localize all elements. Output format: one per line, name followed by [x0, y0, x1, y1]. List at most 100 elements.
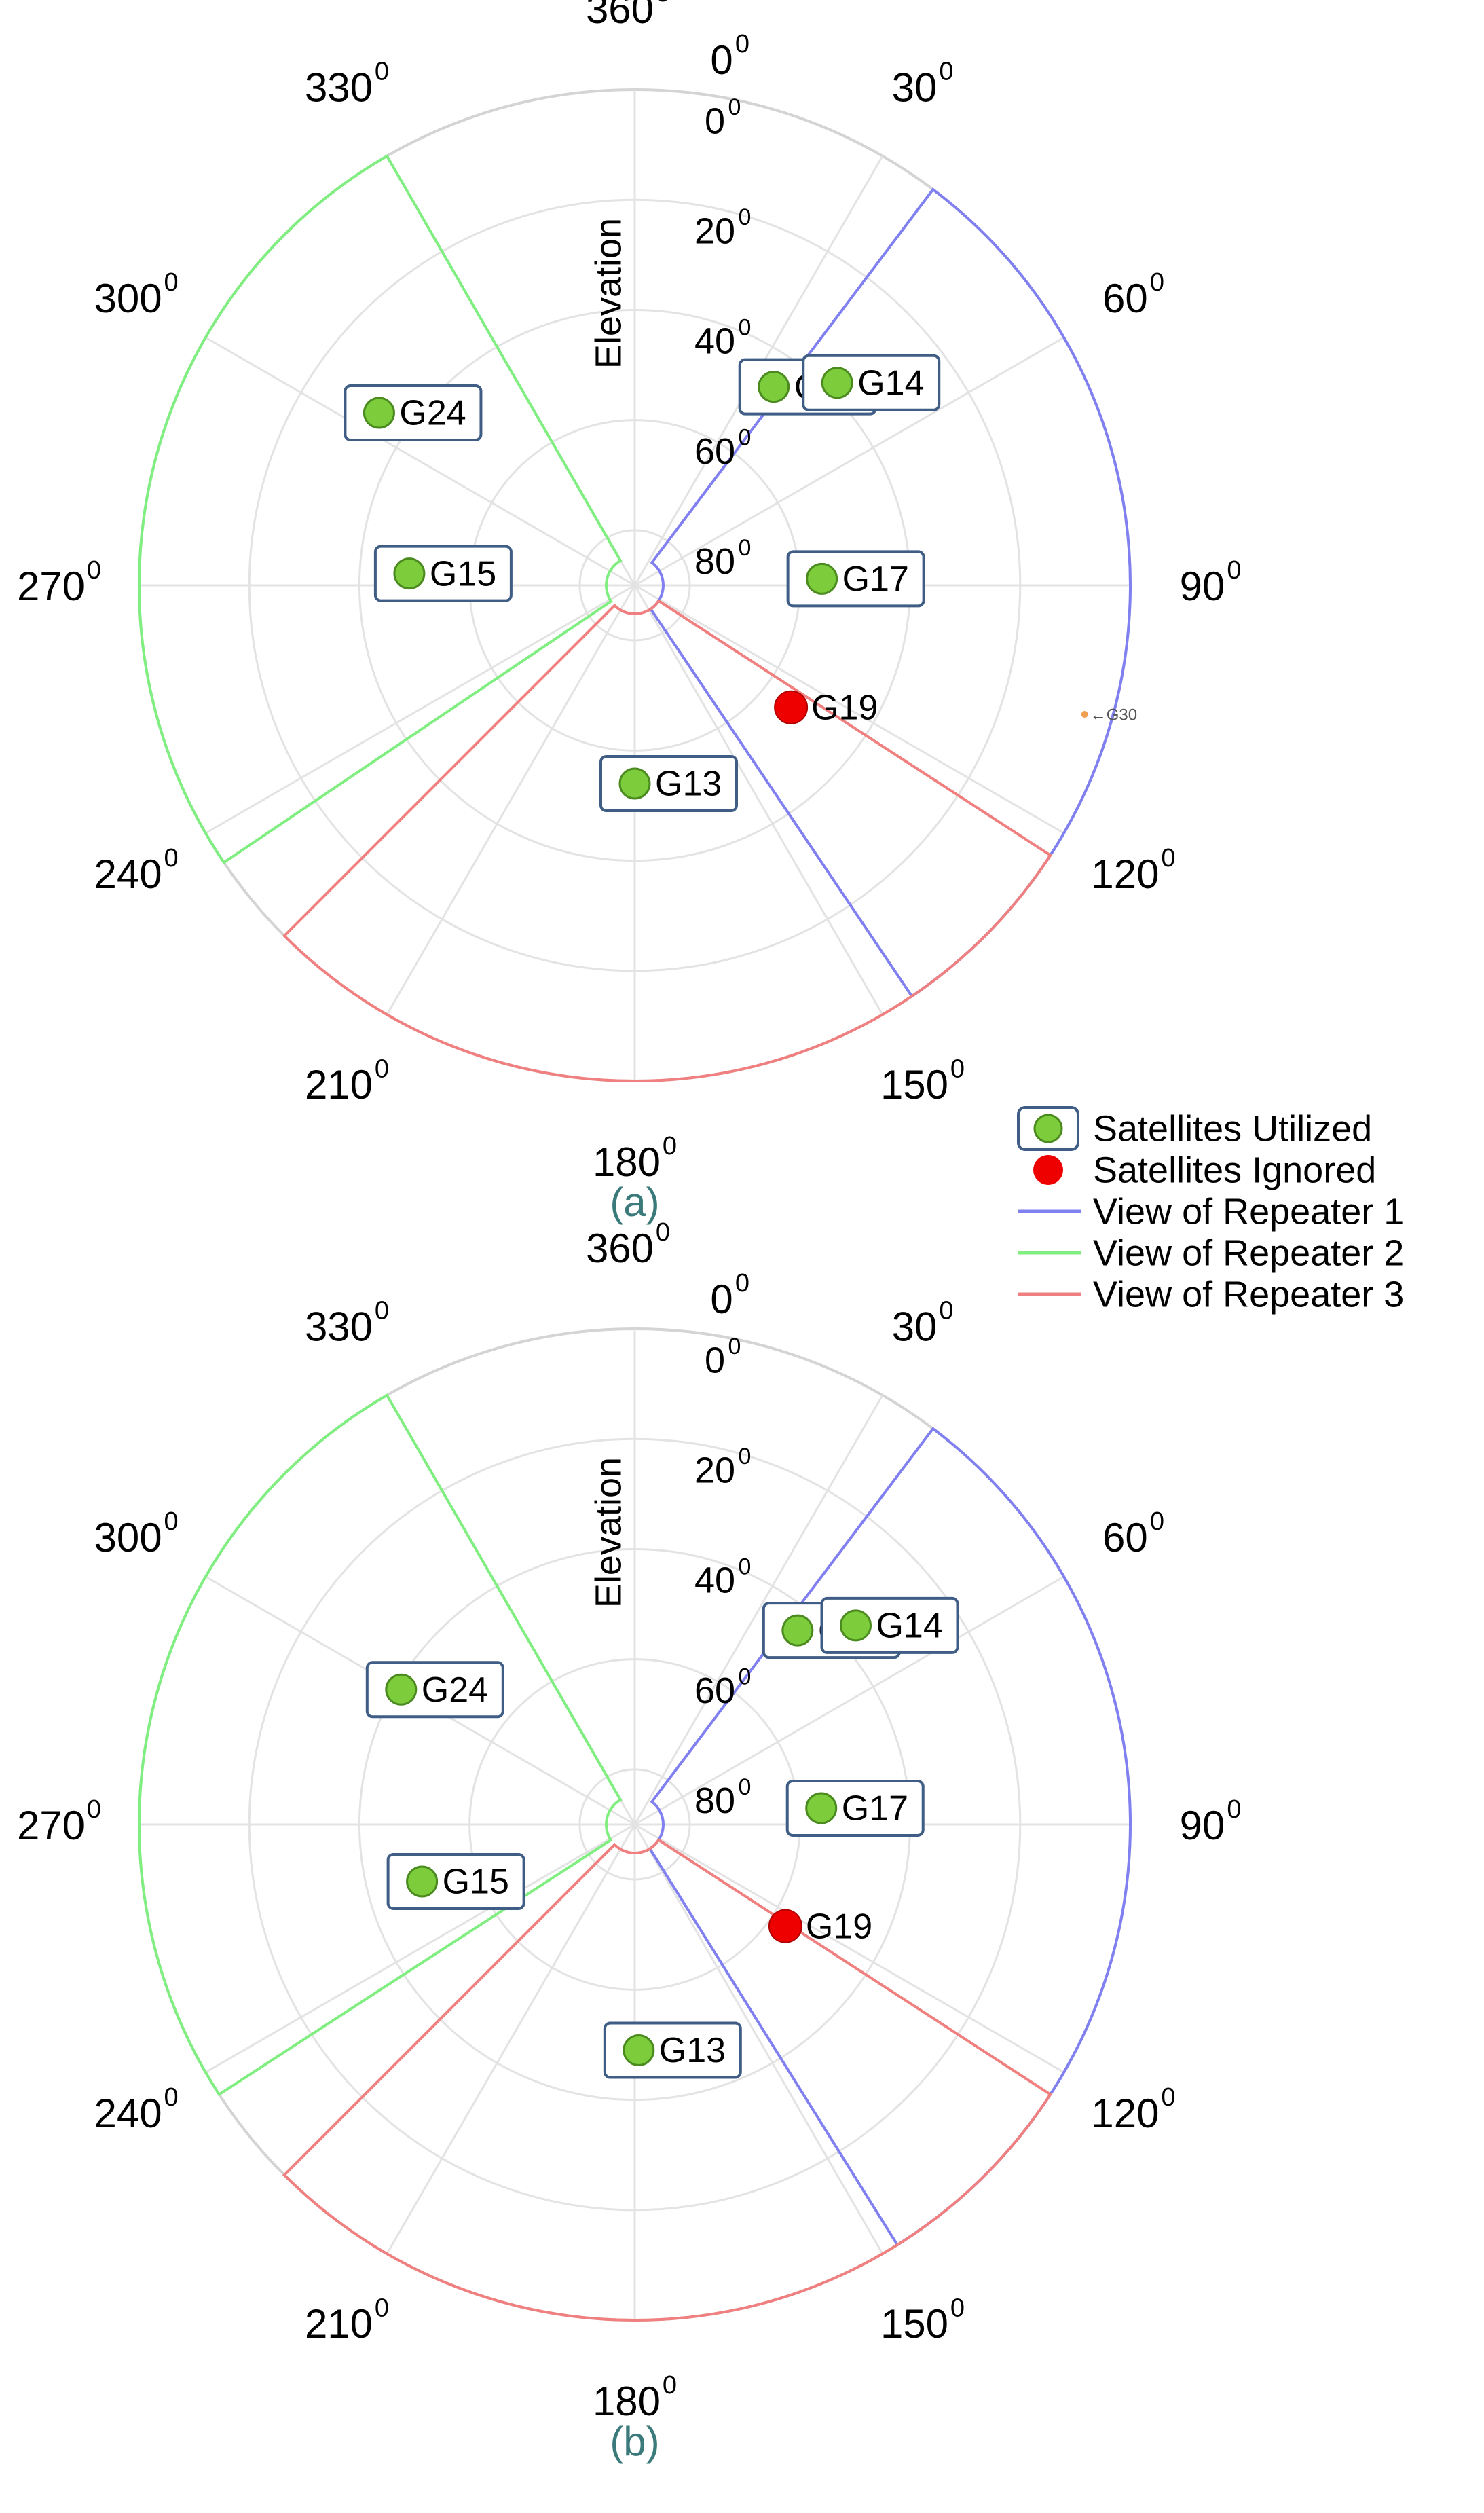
elevation-tick-value: 0: [705, 100, 725, 141]
elevation-tick-value: 0: [705, 1340, 725, 1380]
satellite-label: G17: [842, 1789, 908, 1829]
elevation-tick-degree: 0: [739, 1444, 752, 1469]
azimuth-tick-label-240: 240 0: [94, 2083, 179, 2136]
satellite-label: G19: [811, 689, 878, 728]
legend-item-3: View of Repeater 1: [1018, 1191, 1404, 1232]
legend-item-2: Satellites Ignored: [1033, 1150, 1376, 1190]
satellite-marker-utilized: [385, 1673, 418, 1706]
satellite-marker-ignored: [768, 1909, 802, 1943]
satellite-marker-utilized: [821, 367, 853, 399]
azimuth-spoke: [634, 584, 1064, 834]
azimuth-tick-degree: 0: [375, 1297, 389, 1325]
satellite-G17: G17: [785, 1779, 925, 1837]
azimuth-tick-value: 240: [94, 2091, 162, 2136]
azimuth-tick-value: 60: [1102, 276, 1148, 321]
elevation-tick-label-80: 80 0: [694, 535, 752, 582]
azimuth-tick-value: 180: [593, 1139, 661, 1185]
satellite-marker-utilized: [758, 371, 790, 403]
azimuth-tick-degree: 0: [164, 844, 179, 873]
satellite-marker-utilized: [805, 1792, 838, 1824]
elevation-tick-degree: 0: [739, 1664, 752, 1690]
azimuth-tick-degree: 0: [164, 1507, 179, 1536]
azimuth-tick-label-270: 270 0: [17, 1795, 101, 1848]
azimuth-tick-label-120: 120 0: [1091, 2083, 1175, 2136]
elevation-tick-label-20: 20 0: [694, 1444, 752, 1490]
azimuth-tick-value: 270: [17, 1803, 85, 1848]
satellite-label: G14: [876, 1607, 942, 1646]
azimuth-tick-value: 300: [94, 1515, 162, 1560]
azimuth-tick-value: 210: [305, 1062, 373, 1107]
azimuth-tick-degree: 0: [375, 1054, 389, 1083]
satellite-G17: G17: [786, 550, 925, 608]
satellite-label: G24: [422, 1670, 488, 1710]
satellite-marker-utilized: [363, 397, 395, 429]
azimuth-tick-degree: 0: [1161, 2083, 1175, 2112]
legend-label: View of Repeater 1: [1093, 1191, 1404, 1232]
azimuth-tick-degree: 0: [87, 556, 101, 585]
satellite-G24: G24: [344, 384, 483, 442]
azimuth-tick-value: 120: [1091, 851, 1159, 897]
azimuth-tick-degree: 0: [656, 1218, 670, 1247]
azimuth-spoke: [386, 585, 636, 1015]
elevation-axis-title: Elevation: [588, 1457, 629, 1608]
azimuth-tick-label-300: 300 0: [94, 268, 179, 321]
satellite-G24: G24: [365, 1661, 504, 1719]
azimuth-tick-label-270: 270 0: [17, 556, 101, 609]
azimuth-tick-value: 30: [892, 1304, 938, 1349]
satellite-marker-ignored: [774, 690, 809, 724]
elevation-tick-degree: 0: [728, 1334, 741, 1359]
azimuth-tick-value: 330: [305, 65, 373, 110]
elevation-axis-title: Elevation: [588, 218, 629, 369]
elevation-tick-degree: 0: [739, 314, 752, 340]
repeater-2-view-sector: [138, 1393, 623, 2097]
azimuth-tick-value: 180: [593, 2379, 661, 2424]
azimuth-tick-degree: 0: [375, 58, 389, 86]
satellite-G13: G13: [603, 2021, 742, 2079]
satellite-marker-minor: [1081, 711, 1088, 718]
azimuth-tick-label-30: 30 0: [892, 1297, 954, 1350]
legend-swatch-utilized: [1033, 1114, 1063, 1143]
azimuth-tick-degree: 0: [663, 1132, 677, 1160]
legend-item-4: View of Repeater 2: [1018, 1232, 1404, 1273]
azimuth-spoke: [205, 1823, 635, 2074]
elevation-tick-degree: 0: [739, 535, 752, 561]
elevation-tick-value: 40: [694, 321, 735, 362]
azimuth-tick-label-150: 150 0: [880, 2294, 965, 2347]
satellite-G13: G13: [599, 755, 738, 812]
elevation-tick-label-60: 60 0: [694, 425, 752, 472]
azimuth-tick-value: 120: [1091, 2091, 1159, 2136]
satellite-marker-utilized: [623, 2034, 655, 2067]
satellite-marker-utilized: [393, 557, 426, 590]
azimuth-tick-label-330: 330 0: [305, 58, 389, 111]
azimuth-spoke: [205, 584, 635, 834]
figure-caption: (b): [610, 2419, 659, 2464]
azimuth-tick-value: 30: [892, 65, 938, 110]
satellite-G19: G19: [774, 689, 878, 728]
legend-label: Satellites Utilized: [1093, 1108, 1372, 1149]
azimuth-tick-degree: 0: [735, 1269, 749, 1298]
satellite-label: G13: [659, 2031, 726, 2070]
elevation-tick-degree: 0: [728, 94, 741, 120]
elevation-tick-value: 80: [694, 1780, 735, 1821]
azimuth-spoke: [634, 1823, 1064, 2074]
azimuth-tick-value: 270: [17, 564, 85, 609]
azimuth-tick-degree: 0: [950, 1054, 965, 1083]
azimuth-tick-value: 300: [94, 276, 162, 321]
azimuth-tick-label-120: 120 0: [1091, 844, 1175, 897]
azimuth-tick-value: 330: [305, 1304, 373, 1349]
elevation-tick-label-60: 60 0: [694, 1664, 752, 1711]
legend-label: View of Repeater 3: [1093, 1274, 1404, 1315]
azimuth-tick-label-240: 240 0: [94, 844, 179, 897]
elevation-tick-value: 40: [694, 1560, 735, 1601]
figure-caption: (a): [610, 1179, 659, 1225]
azimuth-tick-value: 210: [305, 2301, 373, 2347]
repeater-2-view-sector: [138, 154, 623, 864]
legend-item-1: Satellites Utilized: [1017, 1106, 1372, 1151]
azimuth-tick-value: 150: [880, 2301, 948, 2347]
elevation-tick-value: 80: [694, 541, 735, 582]
